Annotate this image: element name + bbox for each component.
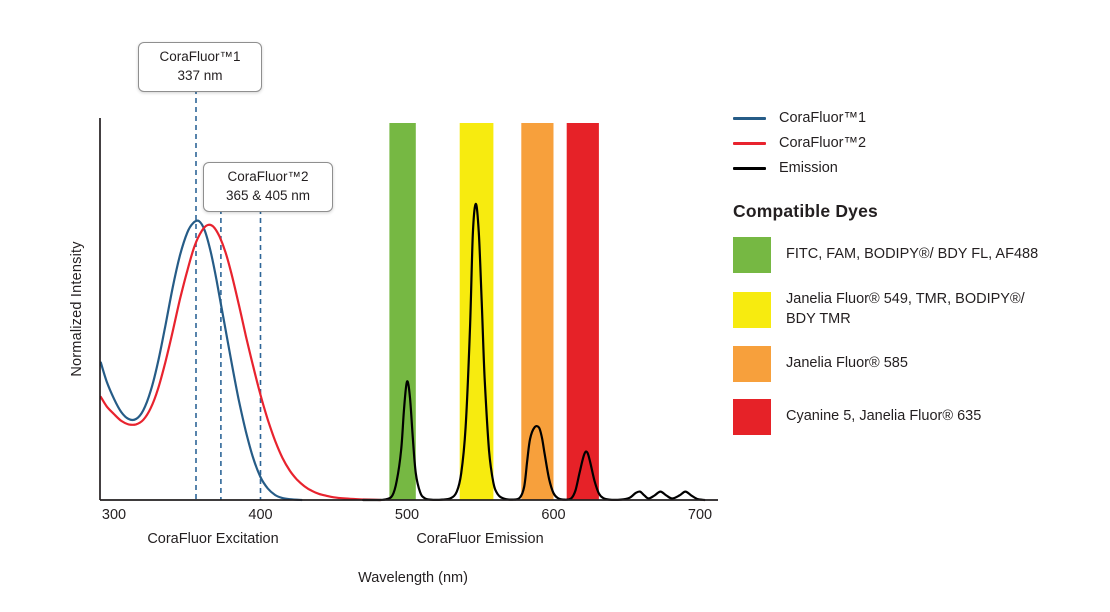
curve-corafluor2 bbox=[99, 223, 382, 502]
callout-corafluor2-wavelength: 365 & 405 nm bbox=[225, 187, 311, 203]
callout-corafluor2-excitation: CoraFluor™2 365 & 405 nm bbox=[203, 162, 333, 212]
dye-label: Cyanine 5, Janelia Fluor® 635 bbox=[786, 408, 982, 425]
excitation-axis-caption: CoraFluor Excitation bbox=[147, 531, 279, 547]
filter-band-4 bbox=[566, 123, 599, 500]
legend-line-swatch bbox=[733, 141, 766, 145]
dye-color-swatch bbox=[733, 237, 771, 273]
dye-item: Janelia Fluor® 549, TMR, BODIPY®/ BDY TM… bbox=[733, 290, 1056, 329]
dye-color-swatch bbox=[733, 346, 771, 383]
dye-color-swatch bbox=[733, 399, 771, 436]
legend-line-swatch bbox=[733, 116, 766, 120]
legend-item-label: Emission bbox=[779, 160, 838, 176]
dye-label: Janelia Fluor® 585 bbox=[786, 355, 908, 372]
x-tick-label: 600 bbox=[541, 507, 566, 523]
legend: CoraFluor™1 CoraFluor™2 Emission bbox=[733, 110, 866, 176]
legend-item: CoraFluor™1 bbox=[733, 110, 866, 126]
curve-corafluor1 bbox=[99, 219, 303, 502]
compatible-dyes-list: FITC, FAM, BODIPY®/ BDY FL, AF488 Janelia… bbox=[733, 237, 1056, 436]
filter-band-3 bbox=[521, 123, 554, 500]
callout-corafluor1-name: CoraFluor™1 bbox=[159, 49, 241, 64]
callout-corafluor2-name: CoraFluor™2 bbox=[227, 169, 309, 184]
dye-item: Janelia Fluor® 585 bbox=[733, 346, 1056, 383]
y-axis-label: Normalized Intensity bbox=[69, 241, 85, 377]
callout-corafluor1-excitation: CoraFluor™1 337 nm bbox=[138, 42, 262, 92]
dye-label: FITC, FAM, BODIPY®/ BDY FL, AF488 bbox=[786, 246, 1039, 263]
legend-item: CoraFluor™2 bbox=[733, 135, 866, 151]
legend-item-label: CoraFluor™2 bbox=[779, 135, 867, 151]
x-tick-label: 300 bbox=[101, 507, 127, 523]
compatible-dyes-title: Compatible Dyes bbox=[733, 201, 878, 221]
dye-color-swatch bbox=[733, 291, 771, 328]
dye-item: Cyanine 5, Janelia Fluor® 635 bbox=[733, 399, 1056, 436]
callout-corafluor1-wavelength: 337 nm bbox=[177, 67, 223, 83]
x-tick-label: 500 bbox=[394, 507, 420, 523]
emission-axis-caption: CoraFluor Emission bbox=[416, 531, 544, 547]
dye-label: Janelia Fluor® 549, TMR, BODIPY®/ BDY TM… bbox=[786, 291, 1025, 327]
x-axis-label: Wavelength (nm) bbox=[358, 570, 468, 586]
legend-line-swatch bbox=[733, 166, 766, 170]
x-tick-label: 700 bbox=[687, 507, 713, 523]
dye-item: FITC, FAM, BODIPY®/ BDY FL, AF488 bbox=[733, 237, 1056, 273]
legend-item-label: CoraFluor™1 bbox=[779, 110, 867, 126]
x-tick-label: 400 bbox=[248, 507, 273, 523]
legend-item: Emission bbox=[733, 160, 866, 176]
curve-emission bbox=[362, 202, 706, 502]
